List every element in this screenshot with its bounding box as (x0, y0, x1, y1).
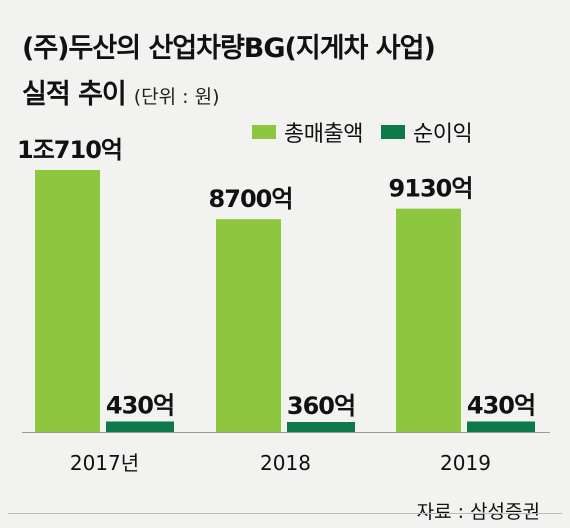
chart-title: (주)두산의 산업차량BG(지게차 사업) (22, 33, 436, 64)
legend-swatch-profit (380, 125, 405, 139)
x-axis-line (22, 432, 550, 433)
bar-profit-2 (467, 421, 535, 432)
legend-label-revenue: 총매출액 (284, 122, 363, 147)
legend: 총매출액 순이익 (252, 116, 490, 148)
bar-profit-0 (106, 421, 174, 432)
data-label-profit-1: 360억 (287, 392, 355, 420)
bar-profit-1 (287, 422, 355, 432)
source-note: 자료 : 삼성증권 (416, 501, 540, 523)
legend-item-profit: 순이익 (380, 116, 473, 148)
legend-swatch-revenue (252, 125, 276, 139)
legend-label-profit: 순이익 (412, 122, 473, 147)
data-label-profit-0: 430억 (106, 391, 174, 419)
x-tick-label-1: 2018 (260, 451, 311, 475)
unit-label: (단위 : 원) (133, 86, 220, 108)
x-tick-label-0: 2017년 (70, 451, 139, 475)
data-label-profit-2: 430억 (467, 391, 535, 419)
bottom-rule (8, 513, 562, 528)
chart-subtitle: 실적 추이 (단위 : 원) (22, 72, 220, 111)
data-label-revenue-2: 9130억 (389, 175, 473, 203)
x-tick-label-2: 2019 (440, 451, 491, 475)
data-label-revenue-0: 1조710억 (17, 136, 122, 164)
bar-revenue-0 (35, 170, 100, 432)
legend-item-revenue: 총매출액 (252, 116, 363, 148)
bar-revenue-2 (396, 208, 461, 432)
data-label-revenue-1: 8700억 (209, 185, 293, 213)
bar-revenue-1 (216, 219, 281, 432)
chart-subtitle-main: 실적 추이 (22, 79, 127, 110)
